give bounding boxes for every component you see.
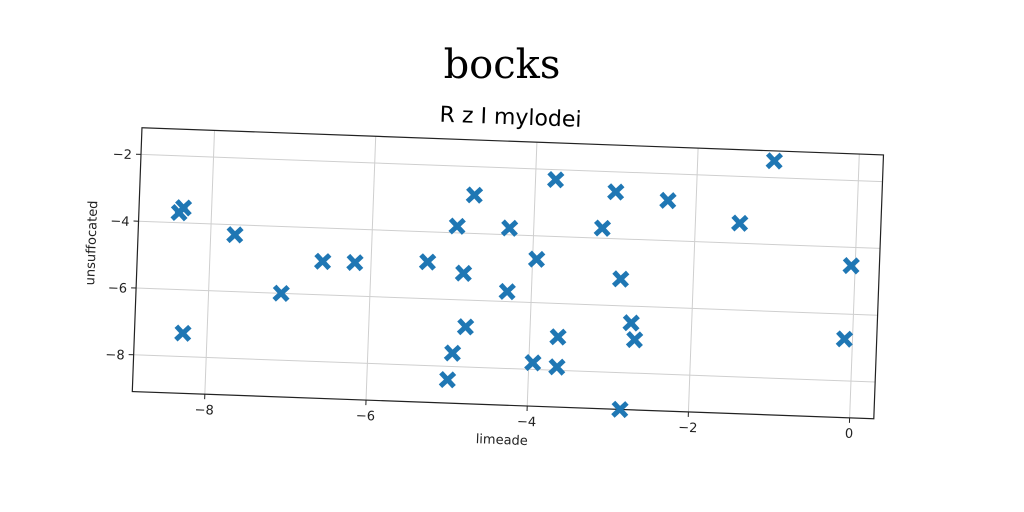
data-point (313, 252, 332, 271)
x-tick-label: −8 (194, 403, 214, 419)
x-tick-label: 0 (845, 427, 854, 442)
data-point (593, 219, 612, 237)
data-point (607, 183, 625, 201)
y-tick-label: −6 (108, 281, 128, 297)
data-point (448, 217, 466, 235)
data-point (835, 330, 854, 348)
y-grid-line (133, 354, 876, 383)
x-grid-line (849, 153, 860, 418)
data-point (346, 253, 364, 272)
data-point (548, 358, 566, 376)
data-point (174, 199, 193, 217)
data-point (226, 226, 244, 244)
data-point (272, 284, 290, 303)
x-grid-line (365, 136, 377, 401)
x-tick-label: −4 (517, 415, 537, 431)
data-point (765, 152, 784, 170)
data-point (842, 257, 860, 275)
y-grid-line (138, 220, 881, 249)
data-point (465, 186, 484, 204)
axes-title: R z I mylodei (439, 103, 582, 133)
data-point (500, 219, 519, 237)
y-grid-line (140, 153, 883, 183)
data-point (456, 318, 475, 336)
data-point (622, 314, 640, 332)
data-point (438, 370, 457, 389)
x-grid-line (687, 148, 699, 412)
y-tick-label: −2 (113, 147, 133, 163)
data-point (625, 331, 644, 349)
y-tick-label: −8 (105, 348, 125, 364)
grid (133, 130, 883, 418)
data-point (418, 253, 437, 271)
y-tick-label: −4 (110, 214, 130, 230)
data-point (174, 324, 192, 342)
x-tick-label: −6 (356, 409, 376, 425)
plot-frame (131, 127, 885, 420)
x-tick-label: −2 (678, 421, 698, 437)
data-point (549, 328, 567, 346)
data-point (546, 170, 565, 189)
x-grid-line (204, 130, 216, 395)
y-grid-line (136, 287, 878, 316)
data-point (731, 214, 749, 232)
data-point (611, 270, 630, 288)
data-points (170, 152, 860, 419)
data-point (498, 282, 516, 301)
data-point (443, 344, 462, 362)
data-point (527, 250, 546, 268)
x-axis-label: limeade (475, 432, 528, 449)
data-point (611, 400, 629, 419)
data-point (524, 354, 542, 372)
data-point (454, 264, 473, 282)
figure-title: bocks (444, 42, 561, 88)
y-axis-label: unsuffocated (83, 200, 101, 285)
data-point (659, 191, 677, 210)
tick-labels: −8 −6 −4 −2 0 −2 −4 −6 −8 (105, 147, 854, 442)
